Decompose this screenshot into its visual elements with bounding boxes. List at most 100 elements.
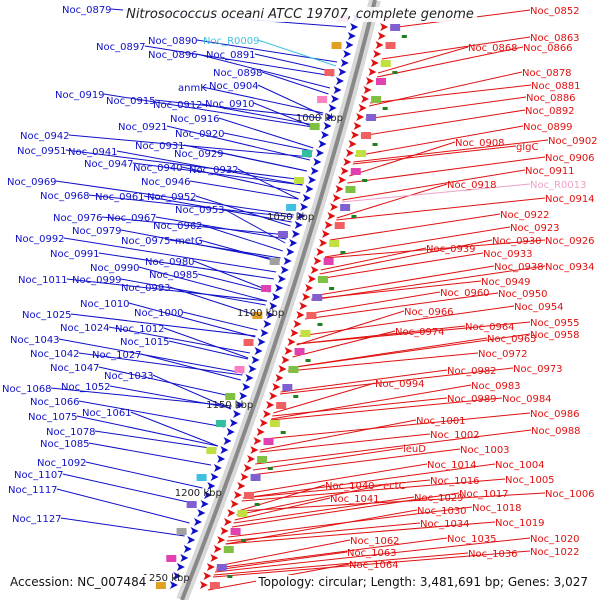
- gene-label-Noc_0908[interactable]: Noc_0908: [455, 138, 505, 149]
- gene-label-Noc_1002[interactable]: Noc_1002: [430, 430, 480, 441]
- gene-label-Noc_0985[interactable]: Noc_0985: [149, 270, 199, 281]
- gene-label-Noc_0929[interactable]: Noc_0929: [174, 149, 224, 160]
- gene-label-Noc_0962[interactable]: Noc_0962: [153, 221, 203, 232]
- gene-label-Noc_1075[interactable]: Noc_1075: [28, 412, 78, 423]
- gene-label-Noc_1068[interactable]: Noc_1068: [2, 384, 52, 395]
- gene-label-Noc_0892[interactable]: Noc_0892: [525, 106, 575, 117]
- gene-label-Noc_0994[interactable]: Noc_0994: [375, 379, 425, 390]
- gene-label-Noc_0920[interactable]: Noc_0920: [175, 129, 225, 140]
- gene-label-Noc_0968[interactable]: Noc_0968: [40, 191, 90, 202]
- gene-label-Noc_1001[interactable]: Noc_1001: [416, 416, 466, 427]
- gene-label-Noc_0986[interactable]: Noc_0986: [530, 409, 580, 420]
- gene-label-Noc_1016[interactable]: Noc_1016: [430, 476, 480, 487]
- gene-label-Noc_0999[interactable]: Noc_0999: [72, 275, 122, 286]
- gene-label-Noc_1006[interactable]: Noc_1006: [545, 489, 595, 500]
- gene-label-Noc_0923[interactable]: Noc_0923: [510, 223, 560, 234]
- gene-label-Noc_1034[interactable]: Noc_1034: [420, 519, 470, 530]
- gene-label-Noc_0941[interactable]: Noc_0941: [68, 147, 118, 158]
- gene-label-Noc_1063[interactable]: Noc_1063: [347, 548, 397, 559]
- gene-label-Noc_0940[interactable]: Noc_0940: [133, 163, 183, 174]
- gene-label-Noc_0899[interactable]: Noc_0899: [523, 122, 573, 133]
- gene-label-Noc_0973[interactable]: Noc_0973: [513, 364, 563, 375]
- gene-label-Noc_1011[interactable]: Noc_1011: [18, 275, 68, 286]
- gene-label-Noc_1047[interactable]: Noc_1047: [50, 363, 100, 374]
- gene-label-Noc_0906[interactable]: Noc_0906: [545, 153, 595, 164]
- gene-label-Noc_0916[interactable]: Noc_0916: [170, 114, 220, 125]
- gene-label-Noc_0919[interactable]: Noc_0919: [55, 90, 105, 101]
- gene-label-Noc_0960[interactable]: Noc_0960: [440, 288, 490, 299]
- gene-label-Noc_0934[interactable]: Noc_0934: [545, 262, 595, 273]
- gene-label-Noc_1000[interactable]: Noc_1000: [134, 308, 184, 319]
- gene-label-Noc_0904[interactable]: Noc_0904: [209, 81, 259, 92]
- gene-label-Noc_0952[interactable]: Noc_0952: [147, 192, 197, 203]
- gene-label-Noc_1015[interactable]: Noc_1015: [120, 337, 170, 348]
- gene-label-Noc_0896[interactable]: Noc_0896: [148, 50, 198, 61]
- gene-label-Noc_1042[interactable]: Noc_1042: [30, 349, 80, 360]
- gene-label-Noc_1017[interactable]: Noc_1017: [459, 489, 509, 500]
- gene-label-Noc_0972[interactable]: Noc_0972: [478, 349, 528, 360]
- gene-label-Noc_0852[interactable]: Noc_0852: [530, 6, 580, 17]
- gene-label-Noc_1003[interactable]: Noc_1003: [460, 445, 510, 456]
- gene-label-Noc_1043[interactable]: Noc_1043: [10, 335, 60, 346]
- gene-label-Noc_0969[interactable]: Noc_0969: [7, 177, 57, 188]
- gene-label-Noc_1052[interactable]: Noc_1052: [61, 382, 111, 393]
- gene-label-Noc_0910[interactable]: Noc_0910: [205, 99, 255, 110]
- gene-label-Noc_1092[interactable]: Noc_1092: [37, 458, 87, 469]
- gene-label-Noc_0902[interactable]: Noc_0902: [548, 136, 598, 147]
- gene-label-Noc_0947[interactable]: Noc_0947: [84, 159, 134, 170]
- gene-label-Noc_1066[interactable]: Noc_1066: [30, 397, 80, 408]
- gene-label-Noc_1036[interactable]: Noc_1036: [468, 549, 518, 560]
- gene-label-Noc_1024[interactable]: Noc_1024: [60, 323, 110, 334]
- gene-label-leuD[interactable]: leuD: [403, 444, 426, 455]
- gene-label-Noc_0955[interactable]: Noc_0955: [530, 318, 580, 329]
- gene-label-Noc_0881[interactable]: Noc_0881: [531, 81, 581, 92]
- gene-label-Noc_R0013[interactable]: Noc_R0013: [530, 180, 587, 191]
- gene-label-Noc_0931[interactable]: Noc_0931: [135, 141, 185, 152]
- gene-label-Noc_R0009[interactable]: Noc_R0009: [203, 36, 260, 47]
- gene-label-Noc_1012[interactable]: Noc_1012: [115, 324, 165, 335]
- gene-label-anmK[interactable]: anmK: [178, 83, 207, 94]
- gene-label-Noc_1020[interactable]: Noc_1020: [530, 534, 580, 545]
- gene-label-Noc_1030[interactable]: Noc_1030: [417, 506, 467, 517]
- gene-label-Noc_1117[interactable]: Noc_1117: [8, 485, 58, 496]
- gene-label-Noc_0868[interactable]: Noc_0868: [468, 43, 518, 54]
- gene-label-Noc_0912[interactable]: Noc_0912: [153, 100, 203, 111]
- gene-label-Noc_0914[interactable]: Noc_0914: [545, 194, 595, 205]
- gene-label-Noc_0953[interactable]: Noc_0953: [175, 205, 225, 216]
- gene-label-Noc_1014[interactable]: Noc_1014: [427, 460, 477, 471]
- gene-label-Noc_1033[interactable]: Noc_1033: [104, 371, 154, 382]
- gene-label-Noc_1041[interactable]: Noc_1041: [330, 494, 380, 505]
- gene-label-Noc_1035[interactable]: Noc_1035: [447, 534, 497, 545]
- gene-label-metG[interactable]: metG: [175, 236, 203, 247]
- gene-label-Noc_0922[interactable]: Noc_0922: [500, 210, 550, 221]
- gene-label-Noc_1019[interactable]: Noc_1019: [495, 518, 545, 529]
- gene-label-Noc_0863[interactable]: Noc_0863: [530, 33, 580, 44]
- gene-label-Noc_0965[interactable]: Noc_0965: [487, 334, 537, 345]
- gene-label-Noc_0983[interactable]: Noc_0983: [471, 381, 521, 392]
- gene-label-Noc_1107[interactable]: Noc_1107: [14, 470, 64, 481]
- gene-label-Noc_0932[interactable]: Noc_0932: [189, 165, 239, 176]
- gene-label-Noc_0976[interactable]: Noc_0976: [53, 213, 103, 224]
- gene-label-Noc_0979[interactable]: Noc_0979: [72, 226, 122, 237]
- gene-label-Noc_0966[interactable]: Noc_0966: [404, 307, 454, 318]
- gene-label-Noc_0938[interactable]: Noc_0938: [494, 262, 544, 273]
- gene-label-Noc_0982[interactable]: Noc_0982: [447, 366, 497, 377]
- gene-label-Noc_0878[interactable]: Noc_0878: [522, 68, 572, 79]
- gene-label-Noc_1027[interactable]: Noc_1027: [92, 350, 142, 361]
- gene-label-Noc_0942[interactable]: Noc_0942: [20, 131, 70, 142]
- gene-label-Noc_0964[interactable]: Noc_0964: [465, 322, 515, 333]
- gene-label-Noc_0933[interactable]: Noc_0933: [483, 249, 533, 260]
- gene-label-Noc_0921[interactable]: Noc_0921: [118, 122, 168, 133]
- gene-label-Noc_1018[interactable]: Noc_1018: [472, 503, 522, 514]
- gene-label-Noc_0958[interactable]: Noc_0958: [530, 330, 580, 341]
- gene-label-Noc_0898[interactable]: Noc_0898: [213, 68, 263, 79]
- gene-label-Noc_0991[interactable]: Noc_0991: [50, 249, 100, 260]
- gene-label-Noc_0930[interactable]: Noc_0930: [492, 236, 542, 247]
- gene-label-Noc_0980[interactable]: Noc_0980: [145, 257, 195, 268]
- gene-label-Noc_1025[interactable]: Noc_1025: [22, 310, 72, 321]
- gene-label-Noc_0954[interactable]: Noc_0954: [514, 302, 564, 313]
- gene-label-Noc_0967[interactable]: Noc_0967: [107, 213, 157, 224]
- gene-label-Noc_0974[interactable]: Noc_0974: [395, 327, 445, 338]
- gene-label-Noc_0950[interactable]: Noc_0950: [498, 289, 548, 300]
- gene-label-Noc_0918[interactable]: Noc_0918: [447, 180, 497, 191]
